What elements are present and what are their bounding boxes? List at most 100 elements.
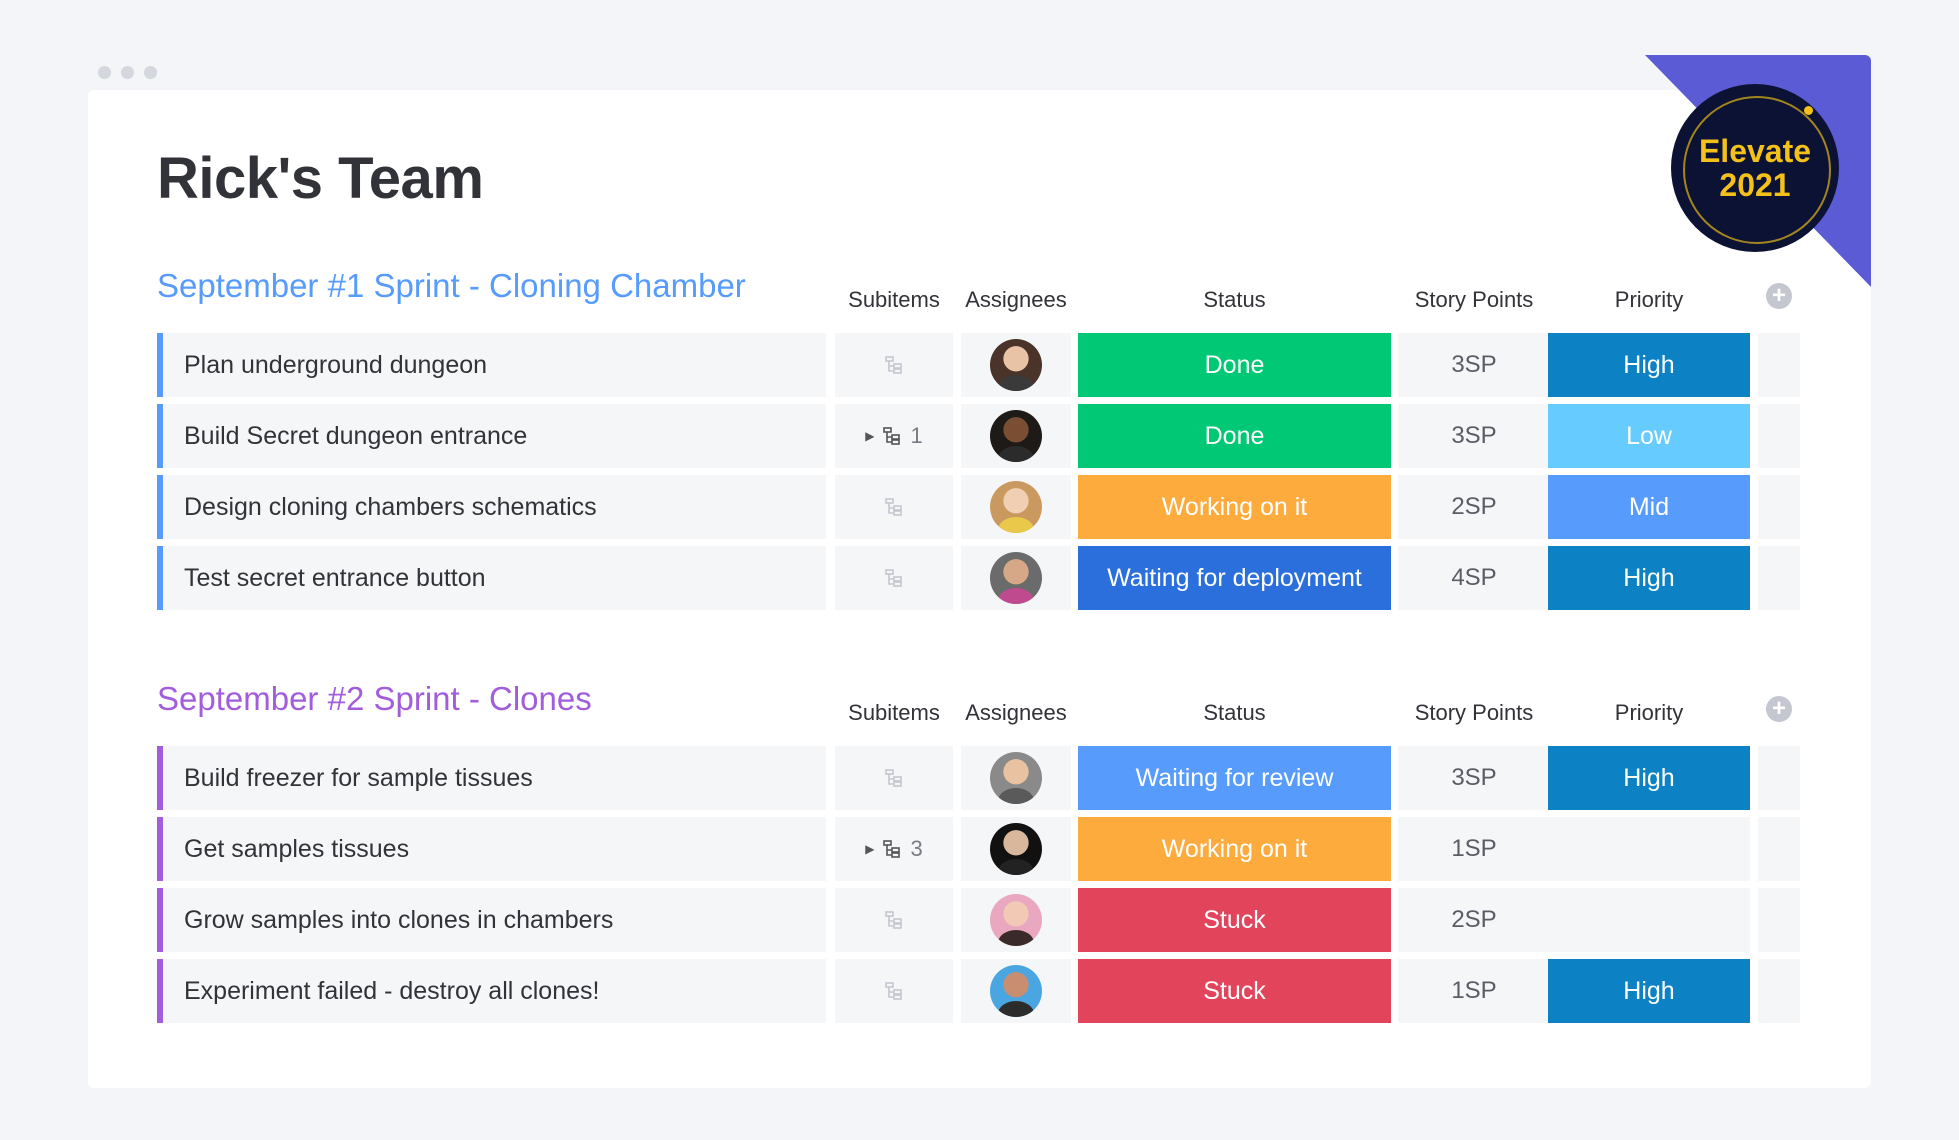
column-header-assignees[interactable]: Assignees xyxy=(965,287,1067,312)
subitems-icon[interactable] xyxy=(884,910,904,930)
group-title[interactable]: September #2 Sprint - Clones xyxy=(157,680,592,717)
status-label[interactable]: Waiting for review xyxy=(1078,746,1391,810)
story-points-cell[interactable]: 3SP xyxy=(1398,746,1550,810)
item-name-cell[interactable]: Build freezer for sample tissues xyxy=(157,746,826,810)
avatar[interactable] xyxy=(990,410,1042,462)
priority-label[interactable]: High xyxy=(1548,546,1750,610)
item-name[interactable]: Experiment failed - destroy all clones! xyxy=(184,976,600,1005)
priority-label[interactable]: High xyxy=(1548,959,1750,1023)
subitems-cell[interactable] xyxy=(835,546,953,610)
column-header-status[interactable]: Status xyxy=(1203,700,1266,725)
item-name[interactable]: Plan underground dungeon xyxy=(184,350,488,379)
status-label[interactable]: Stuck xyxy=(1078,888,1391,952)
story-points-cell[interactable]: 2SP xyxy=(1398,888,1550,952)
subitems-cell[interactable]: ▶ 3 xyxy=(835,817,953,881)
assignee-cell[interactable] xyxy=(961,546,1071,610)
avatar[interactable] xyxy=(990,823,1042,875)
table-row[interactable]: Test secret entrance button Waiting for d… xyxy=(157,546,1800,610)
avatar[interactable] xyxy=(990,481,1042,533)
subitems-icon[interactable] xyxy=(882,839,902,859)
story-points-value: 3SP xyxy=(1451,422,1497,449)
status-text: Done xyxy=(1204,350,1265,379)
table-row[interactable]: Grow samples into clones in chambers Stuc… xyxy=(157,888,1800,952)
avatar[interactable] xyxy=(990,894,1042,946)
expand-caret-icon[interactable]: ▶ xyxy=(865,429,875,443)
subitems-icon[interactable] xyxy=(884,768,904,788)
status-label[interactable]: Working on it xyxy=(1078,817,1391,881)
column-header-assignees[interactable]: Assignees xyxy=(965,700,1067,725)
group-title[interactable]: September #1 Sprint - Cloning Chamber xyxy=(157,267,746,304)
story-points-cell[interactable]: 2SP xyxy=(1398,475,1550,539)
item-name[interactable]: Test secret entrance button xyxy=(184,563,486,592)
avatar[interactable] xyxy=(990,752,1042,804)
assignee-cell[interactable] xyxy=(961,888,1071,952)
subitems-icon[interactable] xyxy=(884,497,904,517)
assignee-cell[interactable] xyxy=(961,333,1071,397)
priority-text: Low xyxy=(1626,421,1672,450)
story-points-cell[interactable]: 3SP xyxy=(1398,333,1550,397)
subitems-icon[interactable] xyxy=(884,355,904,375)
subitems-cell[interactable]: ▶ 1 xyxy=(835,404,953,468)
subitems-cell[interactable] xyxy=(835,475,953,539)
item-name-cell[interactable]: Get samples tissues xyxy=(157,817,826,881)
table-row[interactable]: Build freezer for sample tissues Waiting … xyxy=(157,746,1800,810)
item-name[interactable]: Build Secret dungeon entrance xyxy=(184,421,528,450)
column-header-story-points[interactable]: Story Points xyxy=(1414,700,1534,725)
column-header-priority[interactable]: Priority xyxy=(1614,287,1684,312)
item-name[interactable]: Get samples tissues xyxy=(184,834,410,863)
item-name[interactable]: Grow samples into clones in chambers xyxy=(184,905,614,934)
status-label[interactable]: Stuck xyxy=(1078,959,1391,1023)
column-header-subitems[interactable]: Subitems xyxy=(848,700,940,725)
item-name-cell[interactable]: Grow samples into clones in chambers xyxy=(157,888,826,952)
subitems-cell[interactable] xyxy=(835,746,953,810)
column-header-status[interactable]: Status xyxy=(1203,287,1266,312)
priority-label[interactable]: Low xyxy=(1548,404,1750,468)
item-name[interactable]: Design cloning chambers schematics xyxy=(184,492,597,521)
item-name-cell[interactable]: Test secret entrance button xyxy=(157,546,826,610)
status-label[interactable]: Working on it xyxy=(1078,475,1391,539)
story-points-cell[interactable]: 3SP xyxy=(1398,404,1550,468)
subitems-cell[interactable] xyxy=(835,959,953,1023)
table-row[interactable]: Build Secret dungeon entrance ▶ 1 Done 3SP Lo… xyxy=(157,404,1800,468)
column-header-story-points[interactable]: Story Points xyxy=(1414,287,1534,312)
column-header-priority[interactable]: Priority xyxy=(1614,700,1684,725)
status-label[interactable]: Waiting for deployment xyxy=(1078,546,1391,610)
subitems-cell[interactable] xyxy=(835,333,953,397)
subitems-icon[interactable] xyxy=(882,426,902,446)
window-dots xyxy=(98,66,157,79)
add-column-icon[interactable]: + xyxy=(1766,283,1792,309)
expand-caret-icon[interactable]: ▶ xyxy=(865,842,875,856)
assignee-cell[interactable] xyxy=(961,404,1071,468)
status-label[interactable]: Done xyxy=(1078,333,1391,397)
item-name-cell[interactable]: Build Secret dungeon entrance xyxy=(157,404,826,468)
assignee-cell[interactable] xyxy=(961,817,1071,881)
item-name-cell[interactable]: Experiment failed - destroy all clones! xyxy=(157,959,826,1023)
story-points-cell[interactable]: 1SP xyxy=(1398,817,1550,881)
avatar[interactable] xyxy=(990,339,1042,391)
assignee-cell[interactable] xyxy=(961,475,1071,539)
status-label[interactable]: Done xyxy=(1078,404,1391,468)
priority-label[interactable] xyxy=(1548,817,1750,881)
table-row[interactable]: Get samples tissues ▶ 3 Working on it 1SP xyxy=(157,817,1800,881)
table-row[interactable]: Plan underground dungeon Done 3SP High xyxy=(157,333,1800,397)
item-name-cell[interactable]: Design cloning chambers schematics xyxy=(157,475,826,539)
avatar[interactable] xyxy=(990,965,1042,1017)
add-column-icon[interactable]: + xyxy=(1766,696,1792,722)
subitems-cell[interactable] xyxy=(835,888,953,952)
assignee-cell[interactable] xyxy=(961,746,1071,810)
column-header-subitems[interactable]: Subitems xyxy=(848,287,940,312)
story-points-cell[interactable]: 1SP xyxy=(1398,959,1550,1023)
story-points-cell[interactable]: 4SP xyxy=(1398,546,1550,610)
table-row[interactable]: Design cloning chambers schematics Workin… xyxy=(157,475,1800,539)
table-row[interactable]: Experiment failed - destroy all clones! S… xyxy=(157,959,1800,1023)
priority-label[interactable]: High xyxy=(1548,746,1750,810)
item-name[interactable]: Build freezer for sample tissues xyxy=(184,763,533,792)
priority-label[interactable]: High xyxy=(1548,333,1750,397)
item-name-cell[interactable]: Plan underground dungeon xyxy=(157,333,826,397)
avatar[interactable] xyxy=(990,552,1042,604)
assignee-cell[interactable] xyxy=(961,959,1071,1023)
subitems-icon[interactable] xyxy=(884,568,904,588)
priority-label[interactable] xyxy=(1548,888,1750,952)
subitems-icon[interactable] xyxy=(884,981,904,1001)
priority-label[interactable]: Mid xyxy=(1548,475,1750,539)
